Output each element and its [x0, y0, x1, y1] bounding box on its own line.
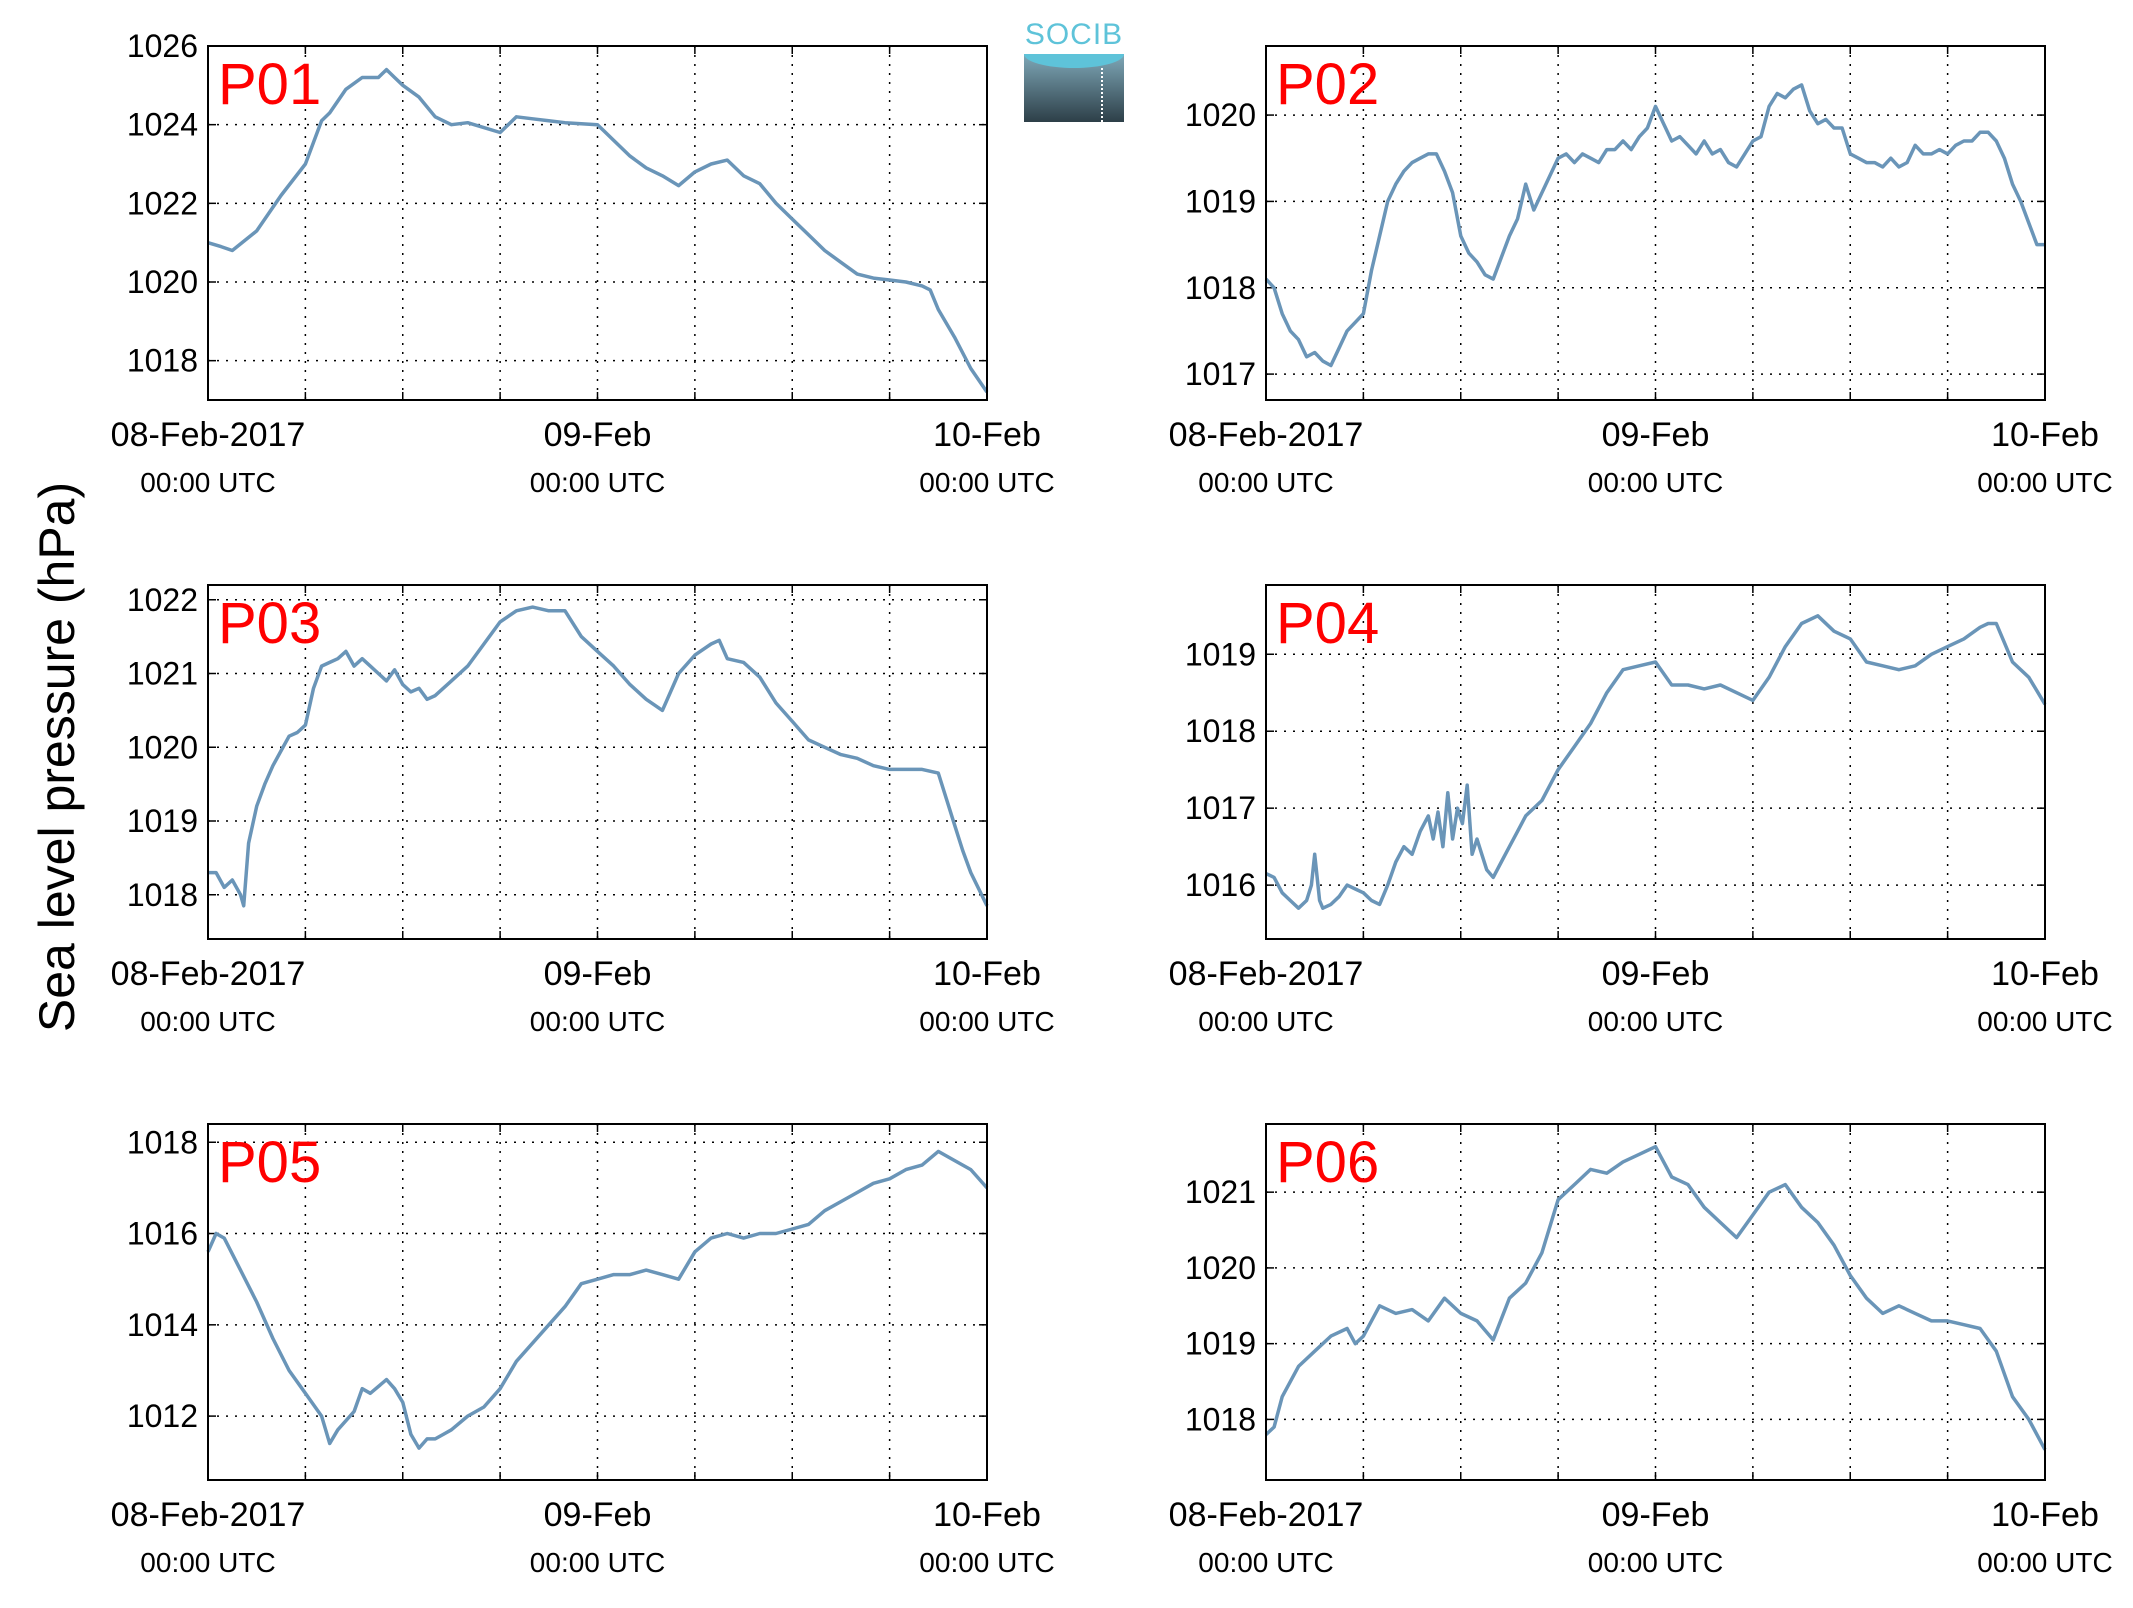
p01-ytick-label: 1026 — [127, 28, 198, 64]
p02-panel-label: P02 — [1276, 52, 1379, 117]
p01-ytick-label: 1018 — [127, 343, 198, 379]
p05-series-line — [206, 1149, 989, 1450]
p01-series-line — [207, 67, 989, 394]
p05-xtick-label-time: 00:00 UTC — [919, 1547, 1054, 1578]
p03-ytick-label: 1020 — [127, 729, 198, 765]
p06-xtick-label-date: 09-Feb — [1602, 1496, 1710, 1534]
p06-ytick-label: 1018 — [1185, 1401, 1256, 1437]
p02-xtick-label-date: 10-Feb — [1991, 416, 2099, 454]
p01-xtick-label-time: 00:00 UTC — [140, 467, 275, 498]
p03-xtick-label-time: 00:00 UTC — [140, 1006, 275, 1037]
p02-ytick-label: 1019 — [1185, 183, 1256, 219]
p04-xtick-label-date: 09-Feb — [1602, 955, 1710, 993]
p02-xtick-label-time: 00:00 UTC — [1588, 467, 1723, 498]
p04-xtick-label-time: 00:00 UTC — [1977, 1006, 2112, 1037]
p05-xtick-label-date: 08-Feb-2017 — [111, 1496, 306, 1534]
p01-xtick-label-time: 00:00 UTC — [919, 467, 1054, 498]
p04-ytick-label: 1016 — [1185, 867, 1256, 903]
socib-logo: SOCIB — [1024, 18, 1124, 122]
p02-xtick-label-time: 00:00 UTC — [1198, 467, 1333, 498]
p03-ytick-label: 1018 — [127, 877, 198, 913]
p05-xtick-label-time: 00:00 UTC — [140, 1547, 275, 1578]
p04-xtick-label-time: 00:00 UTC — [1198, 1006, 1333, 1037]
p06-xtick-label-date: 10-Feb — [1991, 1496, 2099, 1534]
p01-xtick-label-date: 10-Feb — [933, 416, 1041, 454]
logo-mast-icon — [1101, 68, 1103, 122]
logo-wave-icon — [1024, 54, 1124, 68]
p05-ytick-label: 1018 — [127, 1124, 198, 1160]
p01-xtick-label-date: 09-Feb — [544, 416, 652, 454]
p01-ytick-label: 1024 — [127, 107, 198, 143]
p05-axes-frame — [207, 1123, 988, 1481]
p06-xtick-label-date: 08-Feb-2017 — [1169, 1496, 1364, 1534]
p04-series-line — [1265, 614, 2047, 910]
p02-ytick-label: 1020 — [1185, 97, 1256, 133]
p02-series-line — [1264, 83, 2045, 368]
p04-ytick-label: 1017 — [1185, 790, 1256, 826]
p01-axes-frame — [207, 45, 988, 401]
p06-xtick-label-time: 00:00 UTC — [1977, 1547, 2112, 1578]
p06-series-line — [1264, 1144, 2047, 1451]
p05-ytick-label: 1016 — [127, 1216, 198, 1252]
p01-xtick-label-date: 08-Feb-2017 — [111, 416, 306, 454]
p03-ytick-label: 1021 — [127, 656, 198, 692]
p03-xtick-label-date: 09-Feb — [544, 955, 652, 993]
p04-ytick-label: 1018 — [1185, 713, 1256, 749]
p05-xtick-label-date: 09-Feb — [544, 1496, 652, 1534]
p02-ytick-label: 1017 — [1185, 356, 1256, 392]
p04-xtick-label-date: 10-Feb — [1991, 955, 2099, 993]
p02-xtick-label-date: 09-Feb — [1602, 416, 1710, 454]
p01-ytick-label: 1020 — [127, 264, 198, 300]
p02-ytick-label: 1018 — [1185, 270, 1256, 306]
p05-panel-label: P05 — [218, 1130, 321, 1195]
y-axis-label: Sea level pressure (hPa) — [29, 481, 85, 1033]
p04-axes-frame — [1265, 584, 2046, 940]
p04-xtick-label-date: 08-Feb-2017 — [1169, 955, 1364, 993]
p06-ytick-label: 1020 — [1185, 1250, 1256, 1286]
p03-axes-frame — [207, 584, 988, 940]
p05-ytick-label: 1014 — [127, 1307, 198, 1343]
p06-xtick-label-time: 00:00 UTC — [1588, 1547, 1723, 1578]
p02-xtick-label-time: 00:00 UTC — [1977, 467, 2112, 498]
p04-xtick-label-time: 00:00 UTC — [1588, 1006, 1723, 1037]
p03-series-line — [208, 605, 989, 908]
p01-panel-label: P01 — [218, 52, 321, 117]
p03-xtick-label-time: 00:00 UTC — [530, 1006, 665, 1037]
p05-xtick-label-date: 10-Feb — [933, 1496, 1041, 1534]
p06-panel-label: P06 — [1276, 1130, 1379, 1195]
p03-xtick-label-date: 10-Feb — [933, 955, 1041, 993]
p03-xtick-label-date: 08-Feb-2017 — [111, 955, 306, 993]
socib-logo-text: SOCIB — [1024, 18, 1124, 51]
p03-panel-label: P03 — [218, 591, 321, 656]
p06-ytick-label: 1019 — [1185, 1326, 1256, 1362]
p06-ytick-label: 1021 — [1185, 1174, 1256, 1210]
p06-xtick-label-time: 00:00 UTC — [1198, 1547, 1333, 1578]
p04-ytick-label: 1019 — [1185, 636, 1256, 672]
p05-ytick-label: 1012 — [127, 1398, 198, 1434]
p02-axes-frame — [1265, 45, 2046, 401]
socib-logo-graphic — [1024, 54, 1124, 122]
p03-ytick-label: 1022 — [127, 582, 198, 618]
p06-axes-frame — [1265, 1123, 2046, 1481]
p01-xtick-label-time: 00:00 UTC — [530, 467, 665, 498]
p03-ytick-label: 1019 — [127, 803, 198, 839]
p04-panel-label: P04 — [1276, 591, 1379, 656]
p05-xtick-label-time: 00:00 UTC — [530, 1547, 665, 1578]
p02-xtick-label-date: 08-Feb-2017 — [1169, 416, 1364, 454]
p01-ytick-label: 1022 — [127, 185, 198, 221]
p03-xtick-label-time: 00:00 UTC — [919, 1006, 1054, 1037]
